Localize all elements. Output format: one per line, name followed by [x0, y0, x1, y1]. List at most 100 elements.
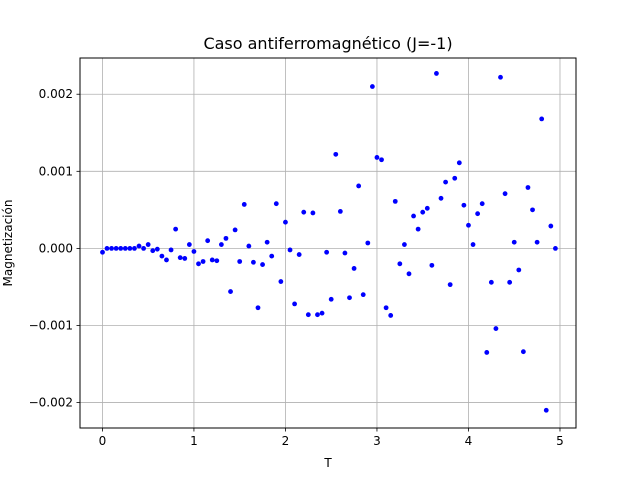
data-point: [269, 253, 275, 259]
y-tick-label: −0.001: [29, 318, 73, 332]
data-point: [122, 245, 128, 251]
data-point: [516, 267, 522, 273]
data-point: [173, 226, 179, 232]
data-point: [305, 312, 311, 318]
y-tick-label: 0.002: [39, 87, 73, 101]
data-point: [118, 245, 124, 251]
data-point: [154, 246, 160, 252]
grid-lines: [80, 58, 576, 428]
data-point: [296, 252, 302, 257]
data-point: [520, 349, 526, 355]
data-point: [374, 155, 380, 160]
chart-title: Caso antiferromagnético (J=-1): [203, 34, 452, 53]
data-point: [260, 262, 265, 267]
y-tick-label: 0.000: [39, 241, 73, 255]
x-axis-label: T: [323, 456, 332, 470]
data-point: [342, 250, 348, 256]
data-point: [507, 279, 513, 285]
data-point: [530, 207, 535, 213]
data-point: [168, 247, 174, 253]
data-point: [177, 255, 183, 261]
data-point: [429, 262, 435, 268]
data-point: [539, 116, 545, 122]
data-point: [383, 305, 389, 311]
data-point: [388, 313, 394, 318]
data-point: [164, 257, 169, 263]
data-point: [159, 253, 165, 259]
data-points: [100, 71, 558, 413]
data-point: [424, 205, 430, 211]
data-point: [534, 239, 540, 245]
data-point: [100, 249, 105, 255]
data-point: [132, 245, 137, 251]
data-point: [498, 74, 503, 80]
data-point: [461, 202, 467, 208]
data-point: [301, 209, 307, 215]
data-point: [324, 249, 330, 255]
data-point: [456, 160, 462, 166]
data-point: [113, 245, 119, 251]
data-point: [127, 245, 133, 251]
x-tick-label: 3: [373, 434, 381, 448]
data-point: [264, 239, 270, 245]
data-point: [191, 249, 197, 254]
data-point: [351, 266, 357, 271]
data-point: [392, 198, 398, 204]
data-point: [109, 245, 114, 251]
data-point: [475, 211, 481, 217]
data-point: [310, 210, 316, 216]
data-point: [251, 259, 256, 265]
data-point: [141, 245, 147, 251]
data-point: [415, 226, 421, 232]
x-tick-label: 2: [282, 434, 290, 448]
data-point: [255, 305, 261, 311]
data-point: [443, 179, 448, 185]
data-point: [543, 407, 549, 413]
data-point: [241, 202, 247, 207]
data-point: [200, 259, 206, 264]
data-point: [292, 301, 297, 307]
data-point: [104, 245, 110, 251]
data-point: [420, 209, 426, 215]
x-tick-label: 4: [465, 434, 473, 448]
data-point: [145, 242, 151, 247]
data-point: [438, 195, 444, 201]
x-tick-label: 1: [190, 434, 198, 448]
data-point: [209, 257, 215, 263]
data-point: [182, 256, 188, 261]
data-point: [360, 292, 366, 298]
data-point: [488, 279, 494, 285]
data-point: [434, 71, 439, 76]
data-point: [223, 235, 229, 241]
data-point: [347, 295, 352, 301]
data-point: [511, 239, 517, 245]
data-point: [365, 240, 371, 246]
data-point: [379, 157, 384, 163]
x-axis-ticks: 0 1 2 3 4 5: [99, 428, 564, 448]
data-point: [232, 227, 238, 233]
x-tick-label: 0: [99, 434, 107, 448]
data-point: [406, 271, 412, 277]
data-point: [493, 326, 499, 331]
data-point: [273, 201, 279, 207]
data-point: [228, 289, 233, 294]
data-point: [186, 242, 192, 247]
data-point: [319, 310, 325, 316]
data-point: [470, 242, 476, 247]
data-point: [150, 248, 156, 254]
y-axis-label: Magnetización: [1, 200, 15, 287]
data-point: [237, 259, 243, 264]
data-point: [287, 247, 293, 253]
data-point: [484, 350, 490, 355]
data-point: [205, 238, 211, 244]
data-point: [479, 201, 485, 207]
data-point: [548, 223, 554, 229]
data-point: [452, 175, 458, 181]
data-point: [466, 222, 471, 228]
data-point: [553, 245, 558, 251]
data-point: [333, 151, 339, 157]
data-point: [196, 261, 201, 267]
data-point: [246, 243, 252, 249]
